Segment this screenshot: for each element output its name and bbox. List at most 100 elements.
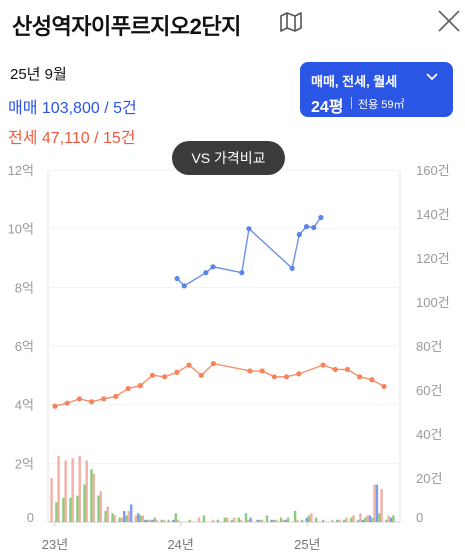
y-right-tick-label: 140건 xyxy=(416,207,450,222)
volume-bar-jeonse xyxy=(50,478,53,522)
volume-bar-monthly xyxy=(160,519,163,522)
volume-bar-jeonse xyxy=(387,515,390,522)
page-title: 산성역자이푸르지오2단지 xyxy=(12,14,241,39)
volume-bar-monthly xyxy=(118,517,121,522)
volume-bar-monthly xyxy=(336,519,339,522)
data-point-jeonse xyxy=(88,399,95,405)
volume-bar-monthly xyxy=(174,513,177,522)
volume-bar-monthly xyxy=(76,495,79,522)
data-point-sale xyxy=(289,265,295,271)
volume-bar-sale xyxy=(151,519,154,522)
volume-bar-jeonse xyxy=(78,456,81,522)
jeonse-label: 전세 xyxy=(8,130,38,147)
volume-bar-jeonse xyxy=(310,513,313,522)
volume-bar-monthly xyxy=(378,513,381,522)
volume-bar-monthly xyxy=(167,519,170,522)
volume-bar-monthly xyxy=(237,517,241,522)
compare-price-button[interactable]: VS 가격비교 xyxy=(172,141,285,175)
data-point-jeonse xyxy=(259,368,265,374)
volume-bar-jeonse xyxy=(134,515,138,522)
sale-label: 매매 xyxy=(8,100,38,117)
data-point-jeonse xyxy=(210,361,217,367)
data-point-jeonse xyxy=(113,393,119,400)
y-right-tick-label: 0 xyxy=(416,510,423,525)
volume-bar-jeonse xyxy=(106,506,109,522)
volume-bar-sale xyxy=(368,515,372,522)
y-left-tick-label: 2억 xyxy=(15,456,34,471)
volume-bar-jeonse xyxy=(373,484,376,522)
jeonse-value: 47,110 / 15건 xyxy=(41,130,136,147)
volume-bar-jeonse xyxy=(148,519,152,522)
volume-bar-monthly xyxy=(153,517,156,522)
volume-bar-monthly xyxy=(104,511,107,522)
volume-bar-monthly xyxy=(392,515,395,522)
volume-bar-jeonse xyxy=(380,489,383,522)
volume-bar-monthly xyxy=(300,519,304,522)
period-label: 25년 9월 xyxy=(10,66,67,83)
volume-bar-monthly xyxy=(216,519,220,522)
volume-bar-monthly xyxy=(83,484,86,522)
volume-bar-jeonse xyxy=(176,519,180,522)
data-point-sale xyxy=(239,270,245,276)
volume-bar-sale xyxy=(389,517,393,522)
data-point-jeonse xyxy=(332,366,338,373)
data-point-jeonse xyxy=(381,383,387,390)
y-right-tick-label: 20건 xyxy=(416,471,442,486)
volume-bar-monthly xyxy=(62,497,65,522)
data-point-jeonse xyxy=(247,368,253,374)
volume-bar-monthly xyxy=(258,519,262,522)
volume-bar-jeonse xyxy=(338,519,341,522)
volume-bar-sale xyxy=(123,511,126,522)
volume-bar-monthly xyxy=(139,515,142,522)
y-left-tick-label: 4억 xyxy=(15,398,34,413)
volume-bar-jeonse xyxy=(261,519,264,522)
volume-bar-jeonse xyxy=(120,517,124,522)
y-right-tick-label: 80건 xyxy=(416,339,442,354)
deal-filter-button[interactable]: 매매, 전세, 월세 24평 전용 59㎡ xyxy=(300,62,453,117)
volume-bar-jeonse xyxy=(127,511,131,522)
data-point-jeonse xyxy=(162,374,168,380)
data-point-jeonse xyxy=(149,372,156,378)
volume-bar-monthly xyxy=(307,515,311,522)
volume-bar-monthly xyxy=(265,515,269,522)
sale-value: 103,800 / 5건 xyxy=(41,100,137,117)
volume-bar-monthly xyxy=(146,519,149,522)
data-point-sale xyxy=(318,214,324,221)
y-right-tick-label: 100건 xyxy=(416,295,450,310)
volume-bar-monthly xyxy=(55,502,58,522)
y-right-tick-label: 40건 xyxy=(416,427,442,442)
y-left-tick-label: 10억 xyxy=(8,222,34,237)
volume-bar-sale xyxy=(130,504,133,522)
close-icon[interactable] xyxy=(436,8,462,34)
volume-bar-jeonse xyxy=(162,519,166,522)
volume-bar-sale xyxy=(144,519,147,522)
volume-bar-jeonse xyxy=(197,517,201,522)
volume-bar-monthly xyxy=(321,519,325,522)
volume-bar-jeonse xyxy=(366,515,369,522)
volume-bar-jeonse xyxy=(211,519,215,522)
volume-bar-monthly xyxy=(188,519,191,522)
volume-bar-jeonse xyxy=(155,519,159,522)
data-point-jeonse xyxy=(52,403,58,409)
data-point-jeonse xyxy=(369,377,375,383)
data-point-sale xyxy=(174,275,180,282)
map-icon[interactable] xyxy=(280,12,302,32)
volume-bar-jeonse xyxy=(331,519,334,522)
data-point-jeonse xyxy=(174,369,180,375)
volume-bar-jeonse xyxy=(232,517,236,522)
volume-bar-jeonse xyxy=(141,515,145,522)
volume-bar-jeonse xyxy=(352,515,355,522)
volume-bar-monthly xyxy=(279,517,283,522)
y-right-tick-label: 120건 xyxy=(416,251,450,266)
y-left-tick-label: 6억 xyxy=(15,339,34,354)
data-point-jeonse xyxy=(64,400,70,406)
volume-bar-monthly xyxy=(125,515,128,522)
volume-bar-sale xyxy=(284,519,287,522)
volume-bar-monthly xyxy=(343,519,346,522)
volume-bar-monthly xyxy=(97,495,100,522)
volume-bar-jeonse xyxy=(296,519,299,522)
volume-bar-jeonse xyxy=(345,517,348,522)
data-point-sale xyxy=(181,283,187,289)
volume-bar-monthly xyxy=(272,519,276,522)
volume-bar-monthly xyxy=(364,517,367,522)
